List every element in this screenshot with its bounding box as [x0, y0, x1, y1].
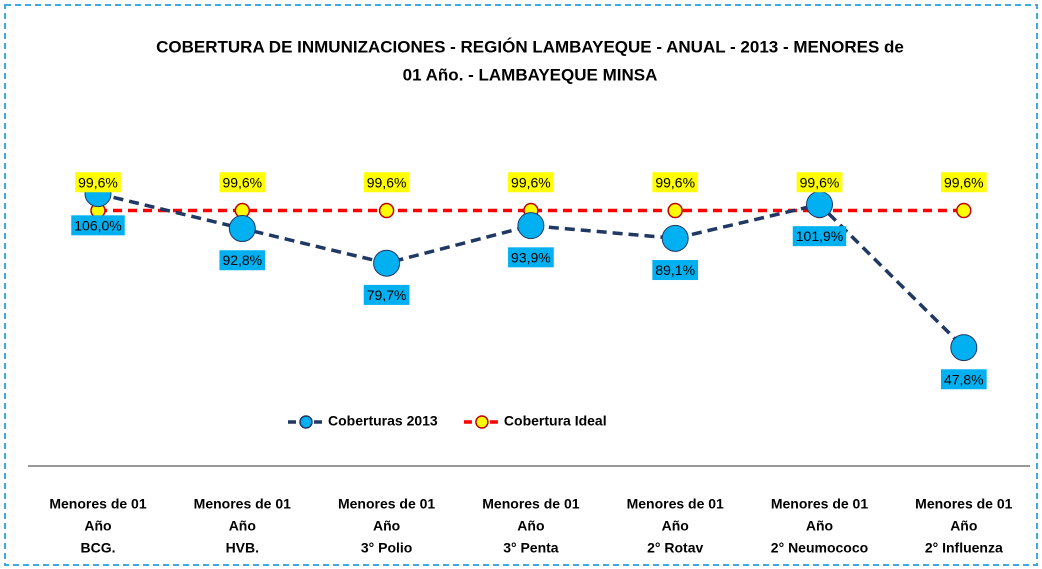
- x-tick-label: Año: [373, 518, 400, 534]
- label-background: [219, 250, 266, 271]
- data-label-text: 99,6%: [944, 174, 984, 190]
- label-background: [363, 172, 410, 193]
- label-background: [940, 172, 987, 193]
- point: [228, 215, 256, 243]
- data-label-text: 92,8%: [222, 252, 262, 268]
- point: [378, 202, 395, 219]
- data-label: 47,8%: [940, 369, 987, 390]
- label-background: [652, 172, 699, 193]
- label-background: [71, 215, 125, 236]
- data-label: 99,6%: [796, 172, 843, 193]
- label-background: [219, 172, 266, 193]
- legend-marker: [475, 415, 489, 429]
- data-label-text: 79,7%: [367, 287, 407, 303]
- data-label: 99,6%: [652, 172, 699, 193]
- x-tick-label: Menores de 01: [771, 496, 868, 512]
- x-tick-label: Año: [806, 518, 833, 534]
- legend-marker: [299, 415, 313, 429]
- point: [956, 202, 972, 219]
- data-label: 99,6%: [508, 172, 554, 193]
- data-label-text: 93,9%: [511, 249, 551, 265]
- chart-title: 01 Año. - LAMBAYEQUE MINSA: [403, 65, 658, 84]
- x-tick-label: Año: [662, 518, 689, 534]
- x-tick-label: Año: [517, 518, 544, 534]
- point: [950, 334, 978, 362]
- x-tick-label: 2° Rotav: [647, 540, 703, 556]
- data-label: 99,6%: [75, 172, 121, 193]
- point: [373, 249, 401, 277]
- label-background: [796, 172, 843, 193]
- data-label-text: 99,6%: [655, 174, 695, 190]
- label-background: [363, 284, 410, 305]
- label-background: [508, 172, 554, 193]
- point: [661, 224, 689, 252]
- data-label: 101,9%: [792, 226, 847, 247]
- x-tick-label: Año: [950, 518, 977, 534]
- x-tick-label: Año: [229, 518, 256, 534]
- legend-label: Cobertura Ideal: [504, 413, 607, 429]
- point: [806, 190, 833, 218]
- data-label: 99,6%: [363, 172, 410, 193]
- x-tick-label: Menores de 01: [482, 496, 579, 512]
- frame: [4, 4, 1038, 566]
- data-label-text: 99,6%: [78, 174, 118, 190]
- x-tick-label: 2° Influenza: [925, 540, 1003, 556]
- label-background: [508, 247, 554, 268]
- x-tick-label: Menores de 01: [627, 496, 724, 512]
- data-label-text: 89,1%: [655, 262, 695, 278]
- label-background: [75, 172, 121, 193]
- x-tick-label: 3° Penta: [503, 540, 559, 556]
- point: [517, 212, 545, 240]
- data-label: 99,6%: [940, 172, 987, 193]
- data-label-text: 47,8%: [944, 371, 984, 387]
- data-label: 99,6%: [219, 172, 266, 193]
- data-label-text: 101,9%: [796, 228, 843, 244]
- label-background: [652, 260, 699, 281]
- x-tick-label: Menores de 01: [194, 496, 291, 512]
- legend-label: Coberturas 2013: [328, 413, 438, 429]
- point: [667, 202, 683, 219]
- data-label-text: 99,6%: [222, 174, 262, 190]
- x-tick-label: BCG.: [81, 540, 116, 556]
- x-tick-label: 2° Neumococo: [771, 540, 868, 556]
- data-label-text: 99,6%: [367, 174, 407, 190]
- x-tick-label: Menores de 01: [915, 496, 1012, 512]
- label-background: [940, 369, 987, 390]
- x-tick-label: Año: [84, 518, 111, 534]
- x-tick-label: Menores de 01: [338, 496, 435, 512]
- chart-title: COBERTURA DE INMUNIZACIONES - REGIÓN LAM…: [156, 37, 904, 56]
- data-label: 89,1%: [652, 260, 699, 281]
- x-tick-label: 3° Polio: [361, 540, 413, 556]
- data-label-text: 99,6%: [800, 174, 840, 190]
- x-tick-label: HVB.: [226, 540, 259, 556]
- data-label-text: 106,0%: [74, 217, 121, 233]
- data-label-text: 99,6%: [511, 174, 551, 190]
- data-label: 92,8%: [219, 250, 266, 271]
- data-label: 79,7%: [363, 284, 410, 305]
- x-tick-label: Menores de 01: [49, 496, 146, 512]
- label-background: [792, 226, 847, 247]
- data-label: 106,0%: [71, 215, 125, 236]
- data-label: 93,9%: [508, 247, 554, 268]
